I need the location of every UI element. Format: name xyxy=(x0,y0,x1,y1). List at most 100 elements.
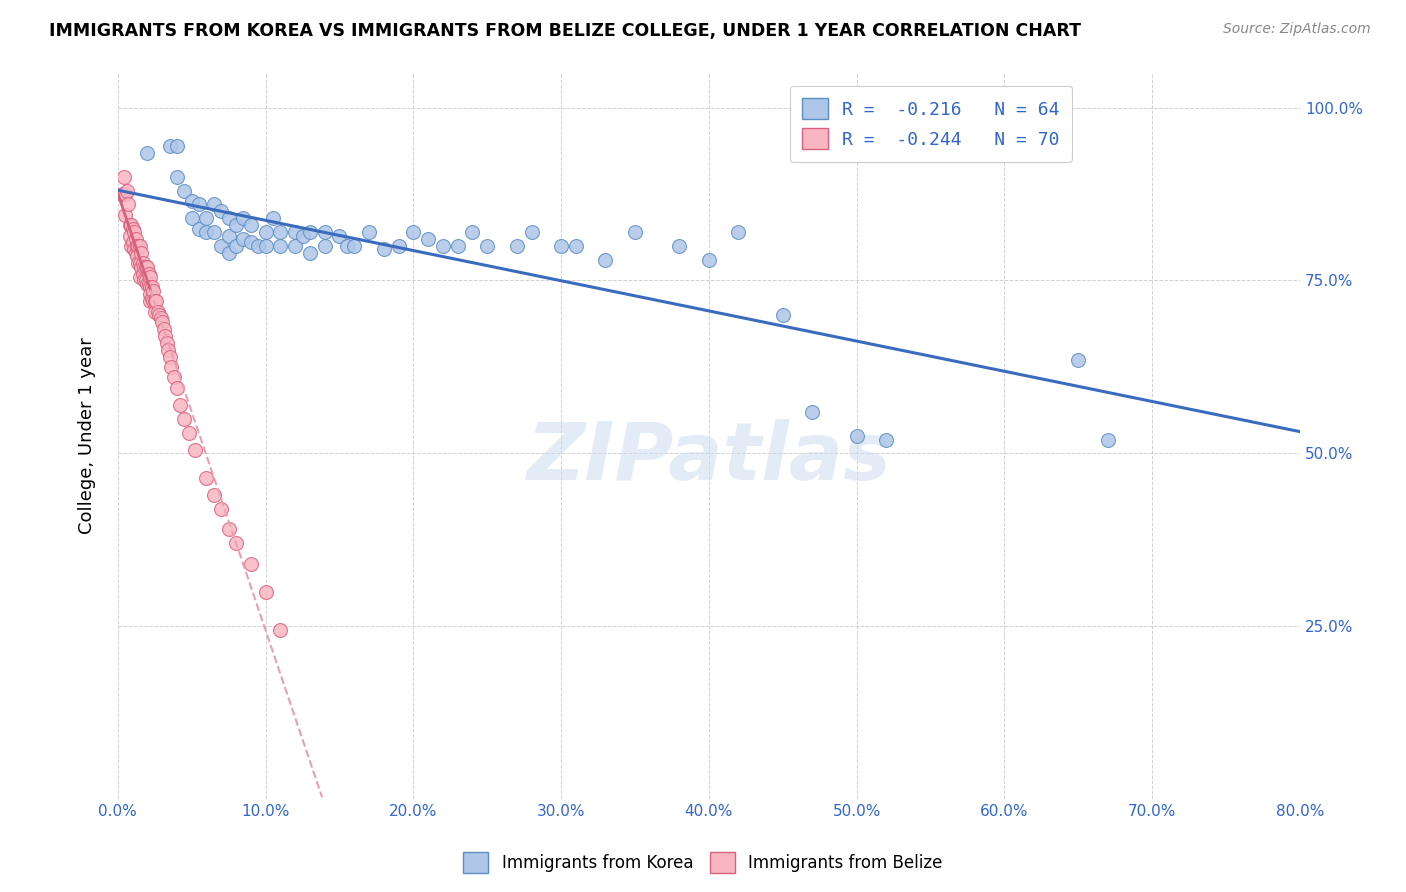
Point xyxy=(117,197,139,211)
Point xyxy=(169,398,191,412)
Point xyxy=(269,623,291,637)
Point xyxy=(328,228,350,243)
Point xyxy=(506,239,529,253)
Point xyxy=(159,138,181,153)
Point xyxy=(138,267,160,281)
Point xyxy=(122,243,145,257)
Point xyxy=(127,239,149,253)
Point xyxy=(142,294,165,309)
Text: ZIPatlas: ZIPatlas xyxy=(526,419,891,497)
Point xyxy=(477,239,499,253)
Legend: Immigrants from Korea, Immigrants from Belize: Immigrants from Korea, Immigrants from B… xyxy=(457,846,949,880)
Point xyxy=(209,204,232,219)
Point xyxy=(209,239,232,253)
Point xyxy=(461,225,484,239)
Point xyxy=(239,218,262,232)
Point xyxy=(121,235,143,250)
Point xyxy=(125,249,148,263)
Point xyxy=(262,211,284,226)
Point xyxy=(624,225,647,239)
Point xyxy=(141,280,163,294)
Point xyxy=(180,194,202,208)
Point xyxy=(132,256,155,270)
Point xyxy=(218,211,240,226)
Point xyxy=(432,239,454,253)
Point xyxy=(269,225,291,239)
Point xyxy=(188,221,211,235)
Point xyxy=(115,184,138,198)
Point xyxy=(565,239,588,253)
Point xyxy=(114,208,136,222)
Point xyxy=(136,260,159,274)
Point xyxy=(218,228,240,243)
Point xyxy=(148,308,170,322)
Point xyxy=(143,304,166,318)
Point xyxy=(127,256,149,270)
Point xyxy=(125,239,148,253)
Point xyxy=(202,488,225,502)
Point xyxy=(160,359,183,374)
Point xyxy=(284,225,307,239)
Point xyxy=(239,557,262,571)
Point xyxy=(120,218,142,232)
Point xyxy=(135,273,157,287)
Point xyxy=(314,225,336,239)
Point xyxy=(232,211,254,226)
Point xyxy=(254,225,277,239)
Point xyxy=(239,235,262,250)
Point xyxy=(114,186,136,201)
Point xyxy=(112,169,135,184)
Point xyxy=(139,287,162,301)
Point xyxy=(118,218,141,232)
Point xyxy=(269,239,291,253)
Point xyxy=(772,308,794,322)
Point xyxy=(202,225,225,239)
Point xyxy=(209,501,232,516)
Point xyxy=(136,145,159,160)
Point xyxy=(173,411,195,425)
Point xyxy=(138,277,160,291)
Point xyxy=(142,284,165,298)
Point xyxy=(139,294,162,309)
Point xyxy=(121,221,143,235)
Point xyxy=(298,245,321,260)
Point xyxy=(550,239,572,253)
Point xyxy=(134,273,156,287)
Point xyxy=(697,252,720,267)
Text: Source: ZipAtlas.com: Source: ZipAtlas.com xyxy=(1223,22,1371,37)
Point xyxy=(134,260,156,274)
Point xyxy=(254,584,277,599)
Point xyxy=(129,270,152,285)
Point xyxy=(124,245,146,260)
Point xyxy=(173,184,195,198)
Point xyxy=(1097,433,1119,447)
Point xyxy=(122,225,145,239)
Point xyxy=(143,294,166,309)
Y-axis label: College, Under 1 year: College, Under 1 year xyxy=(79,338,96,534)
Point xyxy=(166,381,188,395)
Point xyxy=(298,225,321,239)
Point xyxy=(284,239,307,253)
Point xyxy=(727,225,749,239)
Point xyxy=(845,429,868,443)
Legend: R =  -0.216   N = 64, R =  -0.244   N = 70: R = -0.216 N = 64, R = -0.244 N = 70 xyxy=(790,86,1073,161)
Point xyxy=(343,239,366,253)
Point xyxy=(232,232,254,246)
Point xyxy=(132,267,155,281)
Point xyxy=(129,256,152,270)
Point xyxy=(225,239,247,253)
Point xyxy=(801,405,824,419)
Point xyxy=(188,197,211,211)
Point xyxy=(247,239,270,253)
Point xyxy=(1067,353,1090,368)
Point xyxy=(595,252,617,267)
Point xyxy=(120,239,142,253)
Point xyxy=(875,433,897,447)
Point xyxy=(225,218,247,232)
Point xyxy=(195,470,218,484)
Point xyxy=(402,225,425,239)
Point xyxy=(195,225,218,239)
Point xyxy=(447,239,470,253)
Point xyxy=(152,322,174,336)
Point xyxy=(225,536,247,550)
